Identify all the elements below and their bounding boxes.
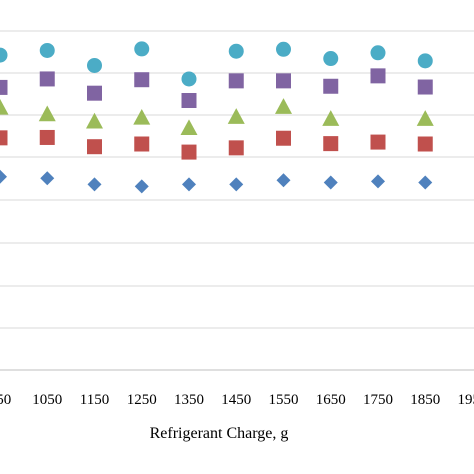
- data-point-circle-series-5: [370, 45, 386, 61]
- data-point-triangle-series-3: [38, 105, 56, 122]
- data-point-square-series-4: [39, 71, 55, 87]
- x-tick-label: 1450: [221, 392, 251, 408]
- data-point-square-series-2: [417, 136, 433, 152]
- data-point-square-series-4: [0, 79, 8, 95]
- data-point-circle-series-5: [134, 41, 150, 57]
- data-point-diamond-series-1: [87, 177, 102, 192]
- data-point-circle-series-5: [0, 47, 8, 63]
- data-point-triangle-series-3: [275, 98, 292, 114]
- data-point-square-series-2: [0, 130, 8, 146]
- data-point-triangle-series-3: [322, 110, 340, 126]
- x-tick-label: 1350: [174, 392, 204, 408]
- data-point-diamond-series-1: [323, 175, 338, 190]
- x-tick-label: 1950: [458, 392, 474, 408]
- x-tick-label: 1150: [80, 392, 109, 408]
- data-point-square-series-4: [276, 73, 291, 89]
- x-tick-label: 1050: [32, 392, 62, 408]
- data-points: [0, 41, 434, 194]
- x-tick-label: 1750: [363, 392, 393, 408]
- data-point-square-series-2: [276, 130, 291, 146]
- data-point-diamond-series-1: [40, 171, 55, 186]
- data-point-diamond-series-1: [134, 179, 149, 194]
- data-point-square-series-2: [87, 139, 102, 155]
- data-point-triangle-series-3: [416, 110, 434, 126]
- x-tick-label: 1550: [269, 392, 299, 408]
- data-point-square-series-2: [181, 144, 197, 160]
- data-point-diamond-series-1: [418, 175, 433, 190]
- data-point-square-series-2: [228, 140, 244, 156]
- data-point-square-series-2: [370, 134, 386, 150]
- x-axis-title: Refrigerant Charge, g: [150, 425, 289, 442]
- data-point-square-series-4: [370, 68, 386, 84]
- data-point-square-series-4: [87, 85, 102, 101]
- data-point-circle-series-5: [323, 51, 339, 67]
- data-point-square-series-4: [228, 73, 244, 89]
- x-tick-label: 1250: [127, 392, 157, 408]
- data-point-diamond-series-1: [229, 177, 244, 192]
- data-point-square-series-4: [323, 78, 339, 94]
- data-point-diamond-series-1: [182, 177, 196, 192]
- data-point-circle-series-5: [228, 43, 244, 59]
- data-point-circle-series-5: [276, 41, 291, 57]
- data-point-diamond-series-1: [371, 174, 385, 189]
- data-point-triangle-series-3: [227, 108, 245, 124]
- data-point-circle-series-5: [417, 53, 433, 69]
- data-point-diamond-series-1: [276, 173, 291, 188]
- data-point-circle-series-5: [39, 42, 55, 58]
- data-point-square-series-2: [134, 136, 150, 152]
- data-point-triangle-series-3: [180, 119, 198, 136]
- data-point-square-series-2: [39, 129, 55, 145]
- data-point-square-series-4: [134, 72, 150, 88]
- data-point-square-series-2: [323, 136, 339, 152]
- data-point-triangle-series-3: [133, 108, 151, 125]
- gridlines: [0, 30, 474, 371]
- x-tick-label: 1650: [316, 392, 346, 408]
- x-tick-label: 950: [0, 392, 11, 408]
- data-point-diamond-series-1: [0, 169, 7, 184]
- data-point-square-series-4: [417, 79, 433, 95]
- data-point-circle-series-5: [87, 57, 102, 73]
- data-point-triangle-series-3: [0, 98, 9, 115]
- data-point-circle-series-5: [181, 71, 197, 87]
- x-tick-labels: 950 1050 1150 1250 1350 1450 1550 1650 1750 1850 1…: [0, 392, 474, 408]
- x-tick-label: 1850: [410, 392, 440, 408]
- data-point-square-series-4: [181, 93, 197, 108]
- data-point-triangle-series-3: [86, 112, 103, 129]
